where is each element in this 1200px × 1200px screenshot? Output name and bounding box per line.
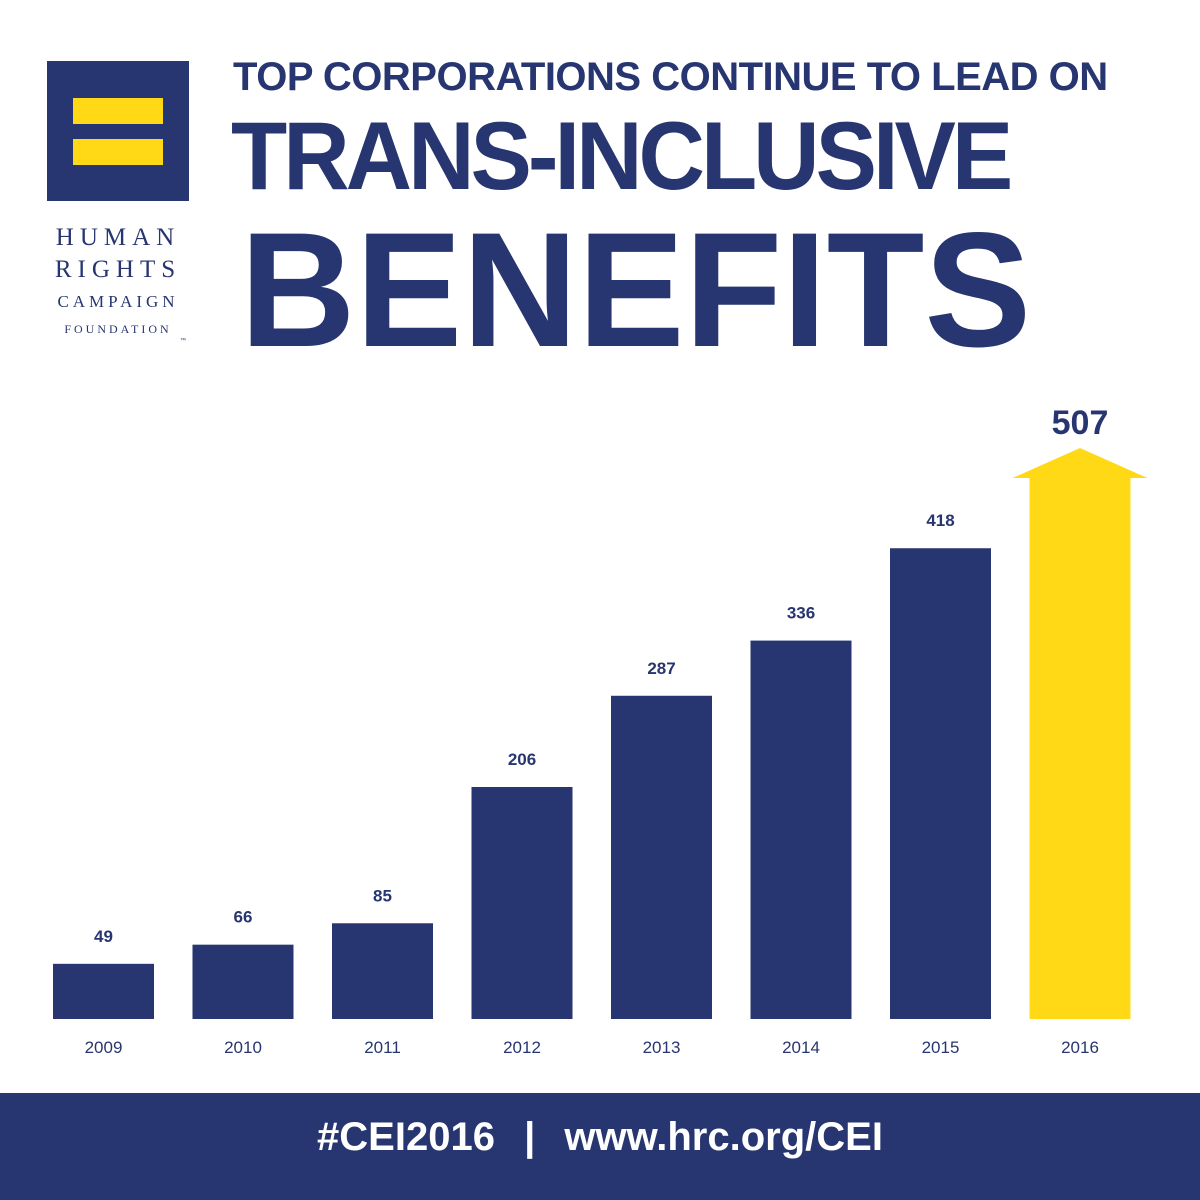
bar-2015 (890, 548, 991, 1019)
headline-line-3: BENEFITS (240, 198, 1032, 381)
value-label-2016: 507 (1052, 404, 1109, 442)
org-name-line-2: RIGHTS (54, 256, 182, 283)
org-name-line-3: CAMPAIGN (57, 292, 179, 311)
bar-2012 (471, 786, 573, 1019)
bar-chart: 49 2009 66 2010 85 2011 206 2012 287 2013 336 2014 4… (53, 404, 1148, 1057)
footer-separator: | (524, 1115, 536, 1159)
x-tick-label-2015: 2015 (922, 1038, 960, 1057)
hrc-logo-square (47, 61, 189, 201)
trademark-mark: ™ (180, 338, 186, 344)
bar-2010 (192, 944, 294, 1019)
value-label-2012: 206 (508, 750, 536, 769)
value-label-2015: 418 (926, 511, 954, 530)
footer-url: www.hrc.org/CEI (564, 1115, 883, 1159)
equality-stripe-bottom (73, 139, 163, 165)
x-tick-label-2016: 2016 (1061, 1038, 1099, 1057)
bar-2009 (53, 963, 154, 1019)
x-tick-label-2010: 2010 (224, 1038, 262, 1057)
value-label-2013: 287 (647, 659, 675, 678)
x-tick-label-2011: 2011 (364, 1038, 401, 1057)
bar-2016-arrow (1012, 448, 1148, 1019)
bar-2014 (750, 640, 852, 1019)
footer-bar: #CEI2016 | www.hrc.org/CEI (0, 1093, 1200, 1200)
bar-2011 (332, 923, 433, 1019)
value-label-2009: 49 (94, 927, 113, 946)
headline-line-2: TRANS-INCLUSIVE (231, 103, 1013, 211)
value-label-2011: 85 (373, 886, 392, 905)
headline-line-1: TOP CORPORATIONS CONTINUE TO LEAD ON (233, 55, 1108, 99)
footer-text: #CEI2016 | www.hrc.org/CEI (0, 1115, 1200, 1160)
org-name-line-1: HUMAN (55, 224, 181, 251)
footer-hashtag: #CEI2016 (317, 1115, 495, 1159)
x-tick-label-2013: 2013 (643, 1038, 681, 1057)
x-tick-label-2009: 2009 (85, 1038, 123, 1057)
value-label-2014: 336 (787, 604, 815, 623)
x-tick-label-2012: 2012 (503, 1038, 541, 1057)
value-label-2010: 66 (234, 908, 253, 927)
bar-2013 (611, 695, 712, 1019)
x-tick-label-2014: 2014 (782, 1038, 820, 1057)
equality-stripe-top (73, 98, 163, 124)
org-name-line-4: FOUNDATION (64, 322, 172, 336)
